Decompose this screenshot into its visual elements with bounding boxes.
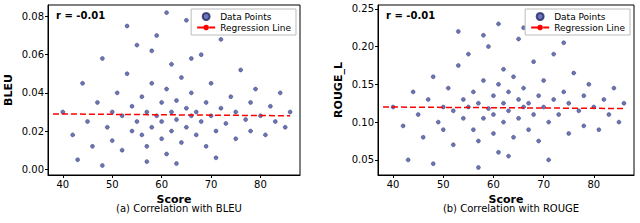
svg-text:60: 60: [155, 179, 168, 190]
svg-text:50: 50: [437, 179, 450, 190]
svg-text:r = -0.01: r = -0.01: [56, 10, 105, 21]
svg-text:40: 40: [387, 179, 400, 190]
svg-text:40: 40: [56, 179, 69, 190]
svg-text:0.05: 0.05: [352, 154, 374, 165]
svg-text:Data Points: Data Points: [554, 12, 606, 22]
svg-text:0.04: 0.04: [22, 87, 44, 98]
svg-text:(b) Correlation with ROUGE: (b) Correlation with ROUGE: [443, 203, 579, 214]
svg-text:ROUGE_L: ROUGE_L: [332, 62, 345, 118]
svg-text:Data Points: Data Points: [220, 12, 272, 22]
svg-text:0.08: 0.08: [22, 11, 44, 22]
svg-text:50: 50: [106, 179, 119, 190]
svg-text:Regression Line: Regression Line: [554, 23, 625, 33]
svg-text:Score: Score: [156, 192, 192, 206]
svg-text:0.00: 0.00: [22, 164, 44, 175]
svg-text:60: 60: [487, 179, 500, 190]
svg-text:Regression Line: Regression Line: [220, 23, 291, 33]
svg-text:r = -0.01: r = -0.01: [386, 10, 435, 21]
svg-text:80: 80: [254, 179, 267, 190]
svg-text:0.10: 0.10: [352, 117, 374, 128]
svg-text:0.20: 0.20: [352, 41, 374, 52]
svg-text:0.25: 0.25: [352, 3, 374, 14]
svg-text:0.15: 0.15: [352, 79, 374, 90]
svg-text:0.02: 0.02: [22, 126, 44, 137]
svg-text:BLEU: BLEU: [2, 74, 15, 106]
svg-text:(a) Correlation with BLEU: (a) Correlation with BLEU: [116, 203, 242, 214]
svg-text:70: 70: [205, 179, 218, 190]
svg-text:Score: Score: [488, 192, 524, 206]
svg-text:70: 70: [537, 179, 550, 190]
svg-text:0.06: 0.06: [22, 49, 44, 60]
svg-text:80: 80: [587, 179, 600, 190]
